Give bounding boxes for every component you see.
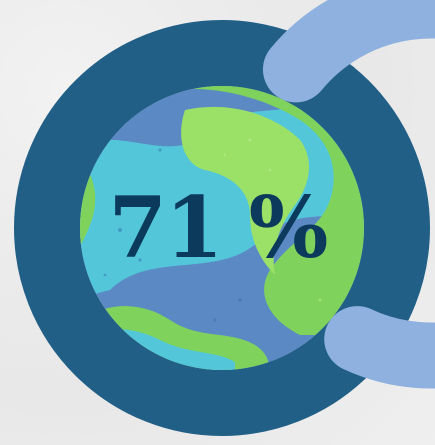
- progress-widget: 71 %: [0, 0, 435, 445]
- progress-ring: [0, 0, 435, 445]
